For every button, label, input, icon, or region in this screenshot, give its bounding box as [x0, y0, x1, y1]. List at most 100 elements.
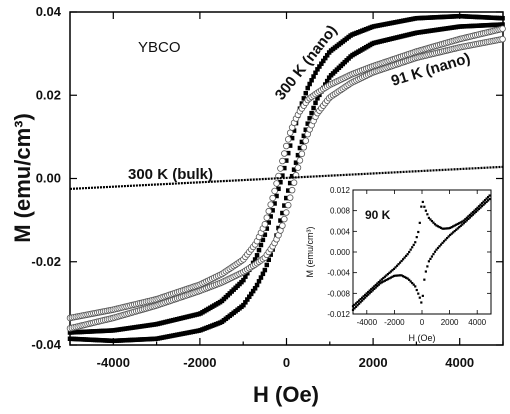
data-point-90-k [389, 276, 393, 279]
data-point-90-k [474, 210, 478, 213]
data-point-90-k [479, 203, 482, 206]
data-point-300-k-nano [287, 143, 293, 148]
data-point-90-k [455, 223, 458, 226]
data-point-90-k [477, 207, 481, 211]
data-point-90-k [421, 294, 424, 297]
data-point-90-k [417, 230, 420, 234]
x-tick-label: -4000 [97, 355, 130, 370]
data-point-300-k-nano [243, 274, 248, 279]
data-point-90-k [446, 236, 449, 240]
data-point-90-k [456, 227, 459, 230]
data-point-90-k [449, 233, 452, 237]
inset-tick-group: -4000 -2000 0 2000 4000 -0.012 -0.008 -0.004 0.0… [327, 186, 491, 327]
data-point-90-k [365, 292, 368, 295]
data-point-90-k [436, 225, 440, 228]
data-point-91-k-nano [286, 194, 294, 201]
data-point-90-k [392, 267, 396, 270]
x-tick-label: -2000 [183, 355, 216, 370]
data-point-300-k-nano [313, 70, 318, 76]
data-point-90-k [415, 236, 418, 239]
data-point-90-k [401, 275, 405, 278]
data-point-300-k-nano [315, 67, 320, 72]
data-point-90-k [467, 217, 470, 221]
data-point-90-k [482, 203, 485, 206]
data-point-90-k [374, 283, 377, 287]
data-point-300-k-nano [247, 294, 252, 299]
data-point-90-k [406, 277, 409, 280]
data-point-90-k [379, 282, 382, 285]
data-point-90-k [376, 285, 379, 288]
data-point-90-k [487, 199, 490, 202]
data-point-300-k-nano [282, 165, 287, 171]
data-point-300-k-nano [324, 53, 330, 58]
data-point-90-k [483, 202, 487, 205]
y-tick-label: 0.000 [330, 248, 351, 257]
data-point-91-k-nano [290, 179, 298, 186]
data-point-300-k-nano [264, 226, 270, 231]
data-point-90-k [414, 241, 417, 244]
data-point-90-k [356, 300, 359, 304]
data-point-90-k [468, 216, 471, 219]
y-tick-label: -0.012 [327, 310, 350, 319]
data-point-90-k [438, 245, 441, 248]
data-point-90-k [432, 221, 435, 224]
inset-y-axis-title: M (emu/cm³) [305, 227, 315, 278]
data-point-300-k-nano [321, 58, 326, 64]
y-tick-label: 0.008 [330, 207, 351, 216]
data-point-300-k-nano [323, 55, 328, 61]
data-point-90-k [462, 219, 465, 222]
data-point-90-k [421, 200, 424, 204]
data-point-90-k [385, 274, 388, 277]
data-point-300-k-nano [262, 267, 268, 273]
data-point-90-k [411, 281, 414, 285]
data-point-90-k [386, 278, 390, 281]
data-point-90-k [441, 241, 444, 244]
data-point-90-k [395, 264, 399, 267]
data-point-90-k [461, 223, 464, 226]
data-point-90-k [456, 222, 459, 226]
data-point-300-k-nano [311, 74, 316, 79]
data-point-90-k [411, 246, 414, 249]
data-point-300-k-nano [285, 188, 291, 193]
data-point-300-k-nano [293, 160, 299, 165]
data-point-90-k [353, 307, 356, 310]
data-point-91-k-nano [499, 35, 506, 43]
data-point-300-k-nano [500, 22, 505, 27]
data-point-90-k [458, 226, 461, 229]
data-point-90-k [386, 273, 390, 276]
data-point-90-k [418, 296, 421, 299]
data-point-90-k [423, 278, 426, 281]
data-point-300-k-nano [309, 78, 314, 83]
data-point-90-k [414, 285, 417, 288]
data-point-90-k [415, 288, 418, 292]
data-point-91-k-nano [288, 186, 296, 194]
x-tick-label: 0 [283, 355, 290, 370]
data-point-300-k-nano [268, 214, 273, 219]
data-point-90-k [412, 243, 415, 246]
data-point-90-k [357, 299, 361, 302]
data-point-90-k [357, 302, 361, 305]
y-tick-label: 0.02 [36, 87, 61, 102]
data-point-91-k-nano [279, 157, 286, 165]
data-point-90-k [427, 216, 430, 219]
data-point-300-k-nano [260, 271, 266, 277]
data-point-300-k-nano [315, 96, 320, 101]
data-point-90-k [400, 274, 403, 277]
data-point-90-k [452, 231, 455, 234]
data-point-91-k-nano [273, 180, 280, 187]
data-point-90-k [365, 294, 368, 298]
data-point-90-k [459, 221, 462, 224]
data-point-90-k [479, 206, 482, 209]
data-point-90-k [383, 275, 386, 278]
data-point-90-k [485, 200, 488, 203]
data-point-300-k-nano [297, 145, 303, 151]
data-point-91-k-nano [302, 137, 310, 144]
data-point-300-k-nano [258, 275, 264, 280]
data-point-90-k [429, 257, 432, 261]
data-point-90-k [455, 228, 458, 231]
data-point-90-k [447, 235, 450, 238]
x-tick-label: 4000 [468, 318, 486, 327]
data-point-90-k [395, 274, 399, 277]
data-point-90-k [465, 219, 468, 222]
data-point-91-k-nano [271, 187, 278, 195]
